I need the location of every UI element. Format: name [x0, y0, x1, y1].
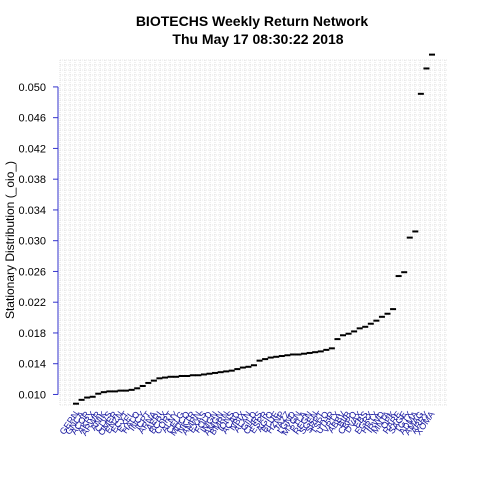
y-tick-label: 0.046 — [18, 113, 46, 125]
y-tick-label: 0.022 — [18, 297, 46, 309]
chart-title-line2: Thu May 17 08:30:22 2018 — [172, 31, 343, 47]
y-tick-label: 0.034 — [18, 205, 46, 217]
y-tick-label: 0.030 — [18, 236, 46, 248]
y-axis: 0.010 0.014 0.018 0.022 0.026 0.030 0.034 0.038… — [18, 82, 58, 402]
category-labels: GERNGNCAACORAKRXARWRANIKCLVSOMERENZNECYT… — [58, 409, 437, 438]
y-tick-label: 0.050 — [18, 82, 46, 94]
data-points — [73, 55, 435, 404]
grid — [60, 60, 448, 406]
y-tick-label: 0.026 — [18, 266, 46, 278]
y-tick-label: 0.010 — [18, 389, 46, 401]
y-tick-label: 0.018 — [18, 328, 46, 340]
y-tick-label: 0.014 — [18, 359, 46, 371]
y-tick-label: 0.038 — [18, 174, 46, 186]
chart-title-line1: BIOTECHS Weekly Return Network — [136, 13, 369, 29]
y-tick-label: 0.042 — [18, 143, 46, 155]
y-axis-label: Stationary Distribution (_oio_) — [3, 161, 17, 319]
